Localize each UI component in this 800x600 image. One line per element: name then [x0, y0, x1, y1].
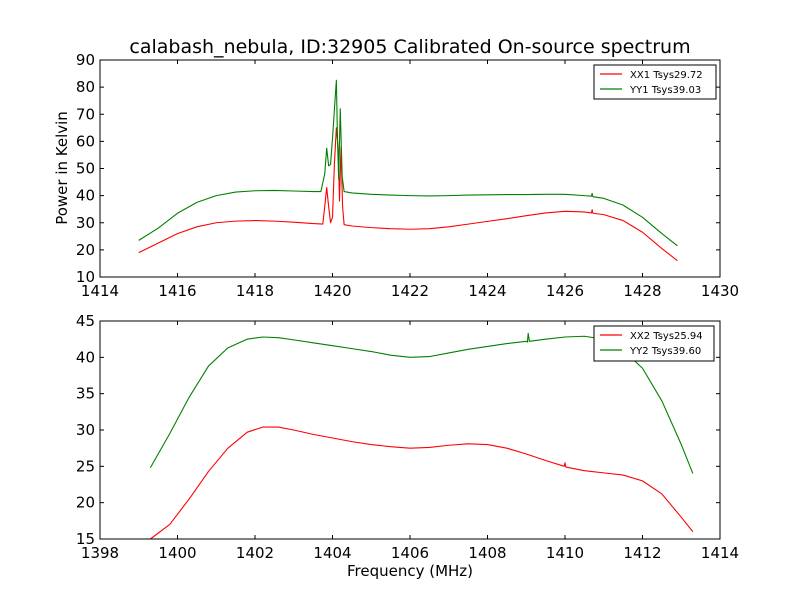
x-tick-label: 1408 [468, 544, 506, 562]
x-tick-label: 1420 [313, 282, 351, 300]
series-line-xx [138, 127, 678, 262]
x-tick-label: 1404 [313, 544, 351, 562]
x-tick-label: 1398 [81, 544, 119, 562]
y-tick-label: 20 [76, 241, 95, 259]
x-tick-label: 1416 [158, 282, 196, 300]
legend-box [593, 64, 717, 100]
x-tick-label: 1426 [546, 282, 584, 300]
legend-label: XX1 Tsys29.72 [630, 70, 703, 81]
y-tick-label: 30 [76, 214, 95, 232]
y-tick-label: 30 [76, 421, 95, 439]
x-tick-label: 1406 [391, 544, 429, 562]
x-tick-label: 1400 [158, 544, 196, 562]
x-tick-label: 1422 [391, 282, 429, 300]
y-tick-label: 20 [76, 494, 95, 512]
legend: XX1 Tsys29.72 YY1 Tsys39.03 [593, 64, 717, 100]
legend-label: YY2 Tsys39.60 [629, 346, 701, 357]
plot-frame [99, 320, 721, 540]
plot-frame [99, 59, 721, 278]
plot-bottom: 1398 1400 1402 1404 1406 1408 1410 1412 1414 15 20… [76, 312, 739, 562]
legend-box [593, 325, 715, 362]
x-tick-label: 1402 [236, 544, 274, 562]
y-tick-label: 35 [76, 385, 95, 403]
y-tick-label: 60 [76, 132, 95, 150]
y-tick-label: 25 [76, 457, 95, 475]
legend: XX2 Tsys25.94 YY2 Tsys39.60 [593, 325, 715, 362]
plot-top: 1414 1416 1418 1420 1422 1424 1426 1428 1430 10 20… [76, 51, 739, 300]
y-axis-label-top: Power in Kelvin [53, 111, 71, 225]
x-tick-label: 1430 [701, 282, 739, 300]
x-tick-label: 1424 [468, 282, 506, 300]
chart-title: calabash_nebula, ID:32905 Calibrated On-… [129, 36, 690, 58]
x-axis-label-bottom: Frequency (MHz) [347, 562, 473, 580]
y-tick-label: 70 [76, 105, 95, 123]
y-tick-label: 80 [76, 78, 95, 96]
y-tick-label: 50 [76, 160, 95, 178]
legend-label: XX2 Tsys25.94 [630, 331, 703, 342]
x-tick-label: 1418 [236, 282, 274, 300]
series-line-yy [138, 79, 678, 247]
y-tick-label: 45 [76, 312, 95, 330]
x-tick-label: 1414 [81, 282, 119, 300]
y-tick-label: 15 [76, 530, 95, 548]
y-tick-label: 40 [76, 187, 95, 205]
y-tick-label: 40 [76, 348, 95, 366]
y-tick-label: 90 [76, 51, 95, 69]
x-tick-label: 1414 [701, 544, 739, 562]
legend-label: YY1 Tsys39.03 [629, 85, 701, 96]
x-tick-label: 1412 [623, 544, 661, 562]
y-tick-label: 10 [76, 268, 95, 286]
x-tick-label: 1428 [623, 282, 661, 300]
x-tick-label: 1410 [546, 544, 584, 562]
series-line-xx [150, 426, 694, 540]
